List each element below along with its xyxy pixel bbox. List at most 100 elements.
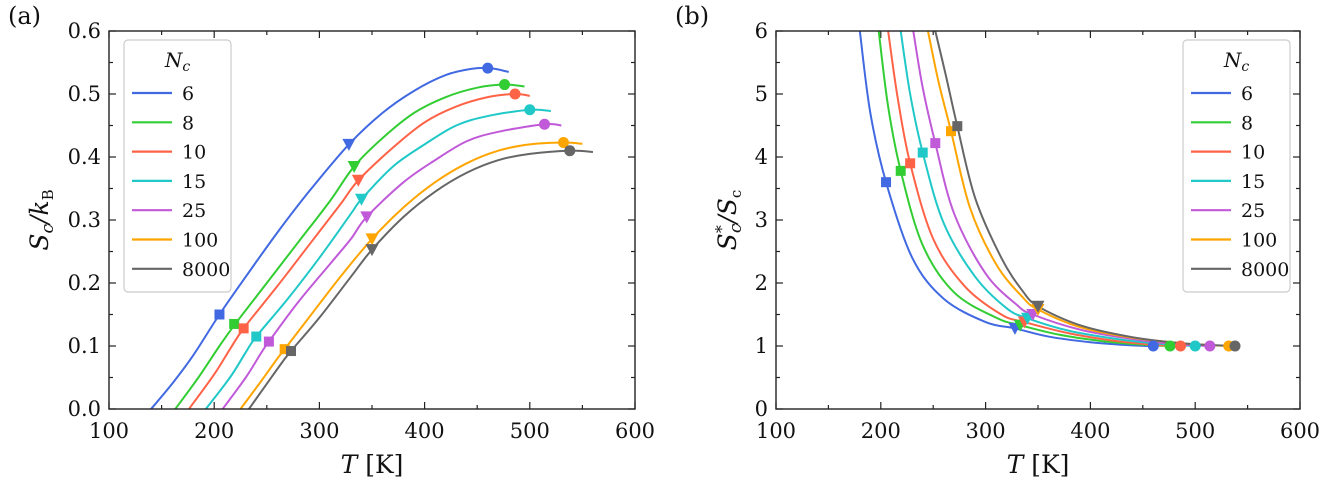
legend-label-8: 8 — [1241, 112, 1253, 134]
triangle-marker-8 — [347, 160, 361, 173]
y-tick-label: 0.3 — [68, 208, 101, 232]
legend: Nc 6 8 10 15 25 100 8000 — [123, 39, 232, 293]
legend-label-25: 25 — [1241, 200, 1265, 222]
y-tick-label: 0.4 — [68, 145, 101, 169]
square-marker-6 — [881, 177, 892, 188]
series-group — [858, 31, 1236, 347]
legend-label-100: 100 — [1241, 230, 1277, 252]
panel-label: (a) — [8, 2, 41, 30]
square-marker-25 — [930, 138, 941, 149]
legend-label-8: 8 — [182, 112, 194, 134]
square-marker-10 — [905, 158, 916, 169]
series-line-15 — [899, 31, 1196, 347]
triangle-marker-8000 — [365, 244, 379, 257]
triangle-marker-6 — [342, 138, 356, 151]
square-marker-15 — [917, 147, 928, 158]
legend-title: Nc — [1223, 48, 1250, 75]
series-line-10 — [887, 31, 1181, 347]
series-line-6 — [858, 31, 1154, 347]
y-tick-label: 0.6 — [68, 19, 101, 43]
x-tick-label: 600 — [615, 419, 655, 443]
y-tick-label: 1 — [755, 334, 768, 358]
legend-label-25: 25 — [182, 200, 206, 222]
legend-label-8000: 8000 — [1241, 259, 1289, 281]
triangle-marker-100 — [365, 233, 379, 246]
y-axis-label: Sc/kB — [25, 189, 58, 250]
x-tick-label: 300 — [299, 419, 339, 443]
circle-marker-25 — [539, 118, 551, 130]
legend-label-6: 6 — [1241, 83, 1253, 105]
y-tick-label: 0.1 — [68, 334, 101, 358]
legend-label-15: 15 — [182, 171, 206, 193]
circle-marker-15 — [524, 104, 536, 116]
x-tick-label: 100 — [756, 419, 796, 443]
panel-b: (b) 100 200 300 400 500 600 0 1 2 3 4 5 6 T [K] S*c/Sc N… — [675, 2, 1320, 479]
legend-box — [123, 39, 232, 293]
legend-label-100: 100 — [182, 230, 218, 252]
series-line-6 — [150, 66, 509, 409]
series-line-25 — [912, 31, 1210, 347]
y-tick-label: 0.0 — [68, 397, 101, 421]
circle-marker-10 — [509, 88, 521, 100]
square-marker-10 — [238, 323, 249, 334]
panel-label: (b) — [675, 2, 709, 30]
legend-title: Nc — [164, 48, 191, 75]
square-marker-8 — [895, 165, 906, 176]
x-tick-label: 400 — [1070, 419, 1110, 443]
circle-marker-25 — [1204, 340, 1216, 352]
x-tick-label: 400 — [405, 419, 445, 443]
series-line-10 — [188, 92, 530, 409]
panel-a: (a) 100 200 300 400 500 600 0.0 0.1 0.2 0.3 0.4 0.5 0… — [8, 2, 655, 479]
series-line-100 — [239, 141, 583, 409]
legend-label-10: 10 — [1241, 142, 1265, 164]
square-marker-15 — [251, 331, 262, 342]
triangle-marker-15 — [354, 193, 368, 206]
legend: Nc 6 8 10 15 25 100 8000 — [1182, 39, 1291, 293]
y-tick-label: 0.5 — [68, 82, 101, 106]
y-tick-label: 4 — [755, 145, 768, 169]
square-marker-6 — [214, 309, 225, 320]
legend-label-8000: 8000 — [182, 259, 230, 281]
circle-marker-8 — [499, 79, 511, 91]
circle-marker-6 — [482, 62, 494, 74]
series-line-8 — [174, 83, 525, 409]
plot-frame — [108, 30, 636, 410]
y-tick-label: 0.2 — [68, 271, 101, 295]
x-tick-label: 200 — [194, 419, 234, 443]
x-axis-label: T [K] — [341, 450, 404, 479]
square-marker-8000 — [285, 346, 296, 357]
y-tick-label: 3 — [755, 208, 768, 232]
circle-marker-8000 — [564, 145, 576, 157]
x-tick-label: 100 — [89, 419, 129, 443]
series-line-15 — [204, 108, 551, 409]
square-marker-100 — [279, 344, 290, 355]
square-marker-100 — [946, 126, 957, 137]
y-tick-label: 6 — [755, 19, 768, 43]
square-marker-8000 — [952, 121, 963, 132]
circle-marker-6 — [1147, 340, 1159, 352]
y-tick-label: 0 — [755, 397, 768, 421]
legend-label-10: 10 — [182, 142, 206, 164]
circle-marker-8 — [1164, 340, 1176, 352]
triangle-marker-8000 — [1031, 300, 1045, 313]
circle-marker-15 — [1189, 340, 1201, 352]
x-tick-label: 300 — [966, 419, 1006, 443]
circle-marker-100 — [557, 137, 569, 149]
x-tick-label: 600 — [1280, 419, 1320, 443]
x-tick-label: 200 — [861, 419, 901, 443]
series-line-25 — [221, 122, 562, 409]
legend-box — [1182, 39, 1291, 293]
triangle-marker-10 — [351, 174, 365, 187]
legend-label-6: 6 — [182, 83, 194, 105]
square-marker-25 — [263, 336, 274, 347]
y-tick-label: 5 — [755, 82, 768, 106]
square-marker-8 — [229, 318, 240, 329]
x-tick-label: 500 — [510, 419, 550, 443]
series-line-8 — [877, 31, 1171, 347]
series-line-8000 — [248, 149, 593, 409]
legend-label-15: 15 — [1241, 171, 1265, 193]
y-axis-label: S*c/Sc — [712, 190, 747, 251]
series-line-8000 — [934, 31, 1236, 347]
plot-frame — [775, 30, 1301, 410]
series-group — [150, 66, 593, 409]
